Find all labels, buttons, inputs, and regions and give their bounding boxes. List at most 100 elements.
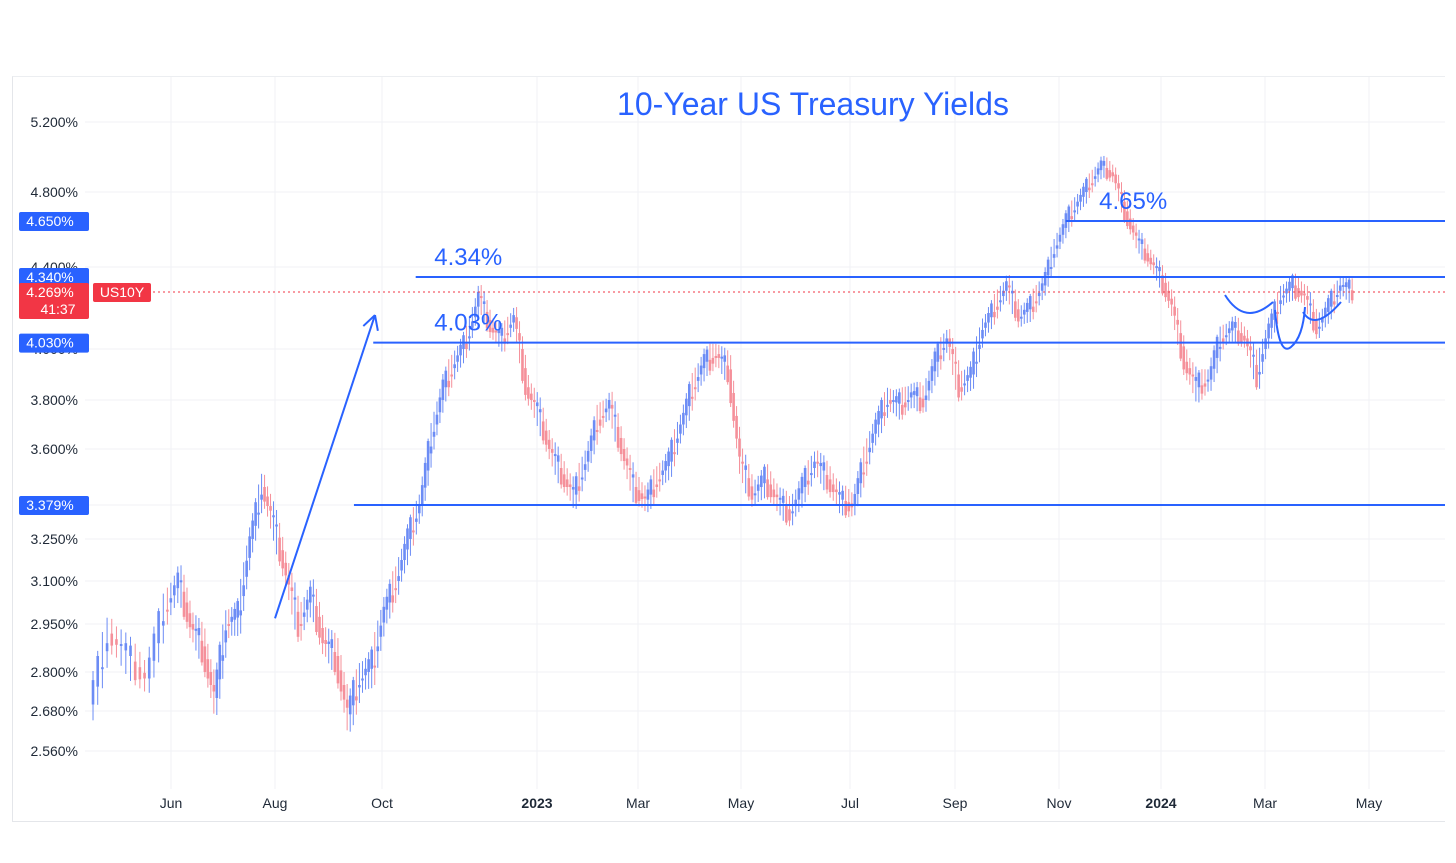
candle-body: [251, 520, 254, 539]
candle-body: [1306, 296, 1309, 300]
y-axis: 5.200%4.800%4.400%4.000%3.800%3.600%3.37…: [31, 114, 78, 759]
candle-body: [544, 430, 548, 445]
candle-body: [1297, 288, 1300, 298]
candle-body: [643, 496, 647, 499]
candle-body: [321, 628, 324, 644]
x-tick-label: Jun: [160, 795, 183, 811]
price-badge: [19, 212, 89, 231]
x-tick-label: Mar: [626, 795, 650, 811]
candle-body: [1140, 239, 1144, 244]
candle-body: [738, 438, 741, 457]
candle-body: [975, 361, 978, 364]
candle-body: [1055, 245, 1059, 249]
x-tick-label: May: [1356, 795, 1382, 811]
candle-body: [921, 398, 925, 408]
candle-body: [892, 400, 895, 402]
candle-body: [769, 484, 773, 498]
candle-body: [1005, 281, 1008, 291]
candle-body: [906, 400, 910, 402]
candle-body: [327, 641, 331, 644]
candle-body: [984, 322, 987, 328]
candle-body: [1076, 201, 1079, 207]
candle-body: [376, 646, 380, 652]
candle-body: [447, 380, 451, 388]
candle-body: [351, 680, 355, 706]
candle-body: [1258, 371, 1261, 375]
candle-body: [912, 391, 916, 395]
candle-body: [708, 359, 712, 371]
candle-body: [915, 387, 919, 397]
candle-body: [990, 303, 993, 318]
candle-body: [1002, 290, 1005, 297]
candle-body: [1149, 257, 1153, 265]
candle-body: [333, 652, 337, 672]
candle-body: [565, 479, 569, 488]
candle-body: [900, 404, 904, 415]
candle-body: [1126, 211, 1129, 227]
candle-body: [1108, 170, 1112, 178]
candle-body: [1344, 282, 1348, 288]
candle-body: [1294, 285, 1297, 299]
candle-body: [661, 470, 664, 475]
candle-body: [176, 572, 180, 589]
candle-body: [556, 455, 560, 462]
candle-body: [479, 296, 483, 299]
candle-body: [1185, 361, 1189, 374]
candle-body: [1061, 224, 1065, 235]
candle-body: [312, 594, 315, 597]
candle-body: [179, 580, 183, 583]
candle-body: [895, 396, 898, 403]
candle-body: [1234, 322, 1237, 328]
candle-body: [1031, 306, 1035, 312]
candle-body: [257, 512, 260, 515]
support-resistance-lines: 4.65% 4.34% 4.03%: [153, 188, 1445, 506]
candle-body: [646, 489, 650, 500]
candle-body: [1114, 174, 1117, 184]
candle-body: [115, 639, 118, 645]
y-tick-label: 2.950%: [31, 616, 78, 632]
candle-body: [1315, 319, 1318, 335]
candle-body: [182, 591, 186, 617]
candle-body: [819, 462, 823, 467]
candle-body: [212, 685, 216, 692]
candle-body: [831, 484, 835, 493]
candle-body: [1117, 183, 1120, 189]
candle-body: [355, 696, 358, 701]
grid: [85, 77, 1445, 789]
candle-body: [260, 494, 263, 500]
candle-body: [358, 685, 361, 688]
candle-body: [438, 397, 442, 413]
candle-body: [729, 369, 732, 404]
candle-body: [670, 439, 673, 462]
candle-body: [1158, 267, 1161, 272]
candle-body: [1221, 338, 1225, 343]
candle-body: [1099, 160, 1103, 171]
candle-body: [426, 441, 430, 471]
y-tick-label: 4.800%: [31, 184, 78, 200]
candle-body: [856, 478, 860, 494]
price-badge-label: 4.340%: [26, 269, 73, 285]
candle-body: [1318, 326, 1321, 329]
candle-body: [838, 492, 841, 495]
candle-body: [806, 480, 810, 485]
candle-body: [717, 354, 721, 358]
candle-body: [1146, 253, 1150, 262]
candle-body: [1131, 225, 1135, 233]
candle-body: [506, 333, 510, 336]
candle-body: [613, 414, 617, 417]
candle-body: [942, 347, 946, 350]
candle-body: [699, 365, 703, 375]
candle-body: [1264, 338, 1267, 349]
candle-body: [586, 450, 590, 462]
candle-body: [1134, 232, 1138, 236]
candle-body: [305, 599, 309, 610]
candle-body: [527, 387, 530, 399]
pattern-curve: [1302, 301, 1342, 321]
candle-body: [227, 624, 231, 626]
candle-body: [825, 474, 829, 490]
candle-body: [616, 426, 620, 448]
y-tick-label: 3.250%: [31, 531, 78, 547]
candle-body: [1200, 385, 1204, 394]
candle-body: [685, 398, 688, 416]
candle-body: [348, 695, 352, 715]
